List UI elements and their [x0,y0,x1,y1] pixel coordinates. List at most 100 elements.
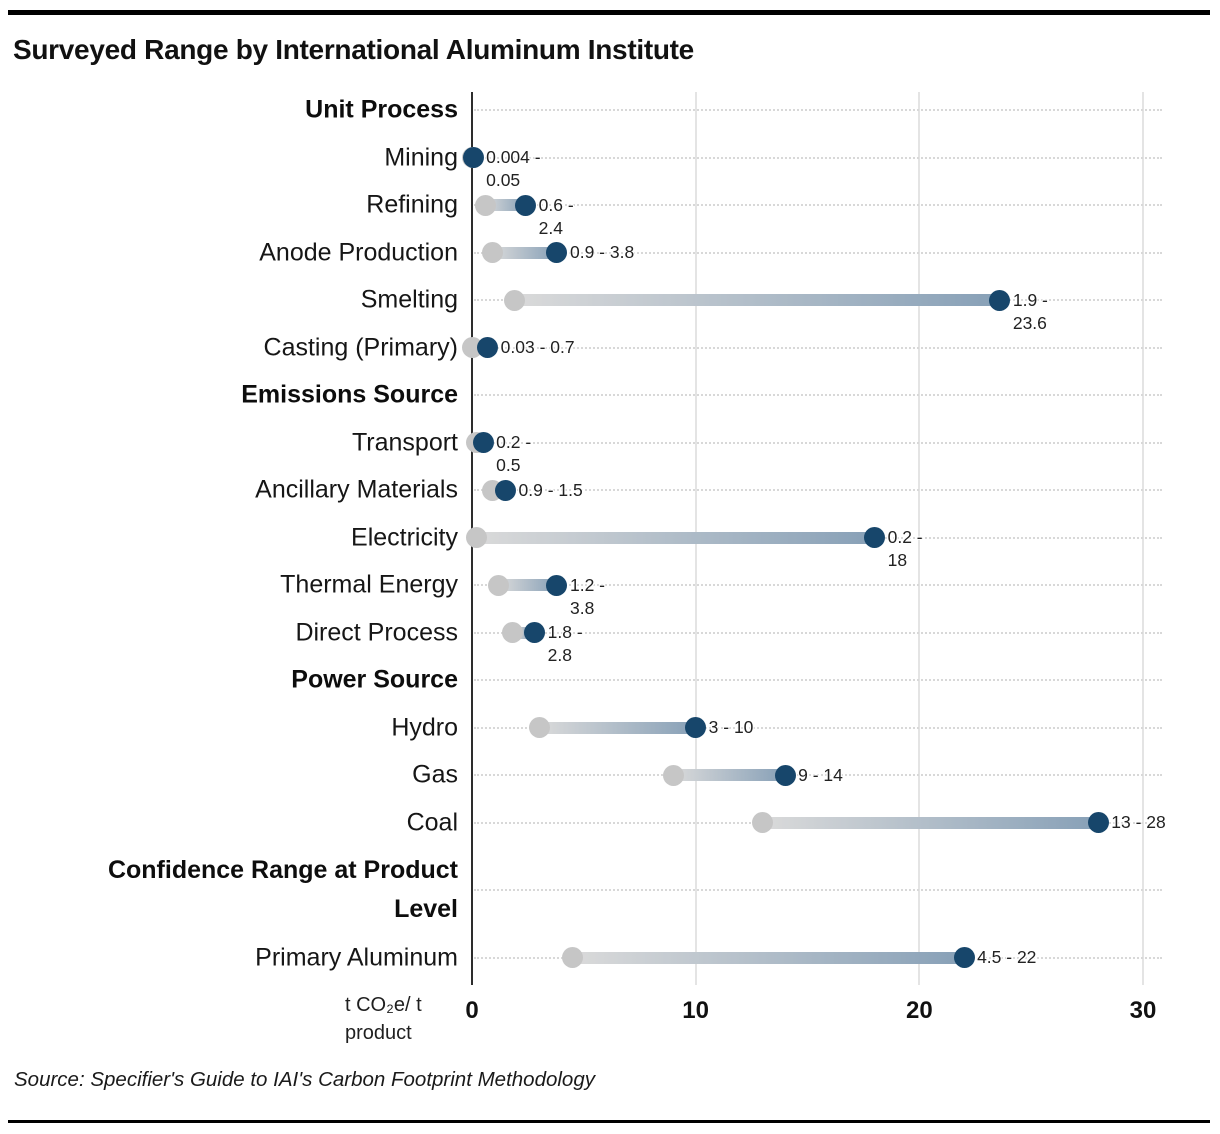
range-value-line: 0.9 - 3.8 [569,242,635,262]
range-value-line: 4.5 - 22 [977,947,1037,967]
range-value-line: 0.9 - 1.5 [518,479,583,500]
range-value-line: 0.05 [486,170,521,190]
range-value-line: 2.8 [547,645,572,665]
range-max-dot [524,622,546,643]
range-max-dot [774,764,796,786]
range-min-dot [752,812,774,833]
range-max-dot [462,147,484,168]
vertical-gridline [1142,92,1144,985]
category-label: Casting (Primary) [263,333,458,361]
range-value-label: 0.2 - 0.5 [496,431,531,477]
range-value-label: 1.2 -3.8 [570,574,605,620]
row-gridline [474,774,1162,776]
range-max-dot [1087,812,1109,833]
range-bar [492,246,557,259]
range-value-line: 1.9 - [1012,289,1048,310]
row-gridline [474,109,1162,111]
range-min-dot [562,947,584,968]
row-gridline [474,441,1162,444]
x-tick-label: 0 [465,997,479,1024]
row-gridline [474,489,1162,491]
range-value-label: 0.6 -2.4 [539,194,574,240]
range-min-dot [528,717,550,738]
range-value-line: 3.8 [569,597,595,618]
range-min-dot [481,242,503,263]
range-value-label: 0.9 - 1.5 [519,479,583,502]
range-max-dot [546,574,568,596]
top-rule [8,10,1210,15]
bottom-rule [8,1120,1210,1123]
range-value-line: 0.2 - [496,432,532,452]
category-label: Coal [406,808,458,836]
range-value-line: 2.4 [538,217,563,238]
range-bar [539,721,696,734]
row-gridline [474,346,1162,349]
category-label: Electricity [351,523,458,551]
range-min-dot [503,289,525,311]
range-min-dot [501,622,523,643]
row-gridline [474,251,1162,254]
range-min-dot [662,764,684,786]
range-value-label: 0.03 - 0.7 [501,336,575,359]
row-gridline [474,584,1162,586]
row-gridline [474,888,1162,891]
category-label: Gas [412,760,458,789]
category-label: Primary Aluminum [255,943,458,971]
range-value-line: 13 - 28 [1111,812,1166,832]
axis-unit-line2: product [345,1022,412,1044]
range-bar [498,579,557,591]
range-max-dot [685,717,707,738]
range-max-dot [989,289,1011,311]
range-value-line: 0.03 - 0.7 [500,337,575,357]
range-value-line: 1.2 - [569,574,606,595]
x-tick-label: 20 [905,997,933,1024]
range-value-label: 1.9 -23.6 [1013,289,1048,335]
range-max-dot [495,479,517,501]
category-label: Direct Process [295,618,458,646]
range-value-line: 0.6 - [538,194,574,215]
row-gridline [474,204,1162,206]
range-min-dot [488,574,510,596]
range-value-line: 23.6 [1012,312,1047,333]
range-value-label: 0.9 - 3.8 [570,241,634,264]
group-label: Emissions Source [241,380,458,409]
category-label: Hydro [391,713,458,741]
group-label-line: Confidence Range at Product [107,855,458,884]
range-value-label: 1.8 - 2.8 [548,621,583,667]
range-max-dot [953,947,975,968]
range-bar [572,951,965,964]
x-tick-label: 30 [1129,997,1157,1024]
group-label: Confidence Range at Product Level [0,851,458,929]
row-gridline [474,631,1162,634]
group-label: Unit Process [305,95,458,124]
range-value-line: 0.2 - [887,527,923,547]
range-value-line: 0.004 - [486,147,541,167]
category-label: Thermal Energy [280,570,458,599]
range-value-label: 13 - 28 [1111,811,1165,834]
axis-unit-label: t CO₂e/ t product [345,991,422,1047]
category-label: Transport [351,428,458,456]
category-label: Refining [366,190,458,219]
category-label: Smelting [360,285,458,314]
range-value-line: 0.5 [496,455,521,475]
range-max-dot [864,527,886,548]
row-gridline [474,726,1162,729]
range-max-dot [472,432,494,453]
range-max-dot [477,337,499,358]
vertical-gridline [918,92,921,985]
row-gridline [474,394,1162,396]
range-value-label: 0.2 - 18 [888,526,923,572]
range-value-line: 9 - 14 [798,764,843,785]
x-tick-label: 10 [682,997,710,1024]
category-label: Ancillary Materials [255,475,458,504]
range-bar [762,816,1099,829]
range-value-label: 4.5 - 22 [977,946,1036,969]
range-value-line: 3 - 10 [708,717,754,737]
axis-unit-line1: t CO₂e/ t [345,994,422,1016]
range-value-label: 0.004 - 0.05 [486,146,540,192]
range-min-dot [474,194,496,216]
range-max-dot [515,194,537,216]
range-bar [476,531,875,544]
row-gridline [474,679,1162,681]
group-label-line: Level [394,894,458,923]
